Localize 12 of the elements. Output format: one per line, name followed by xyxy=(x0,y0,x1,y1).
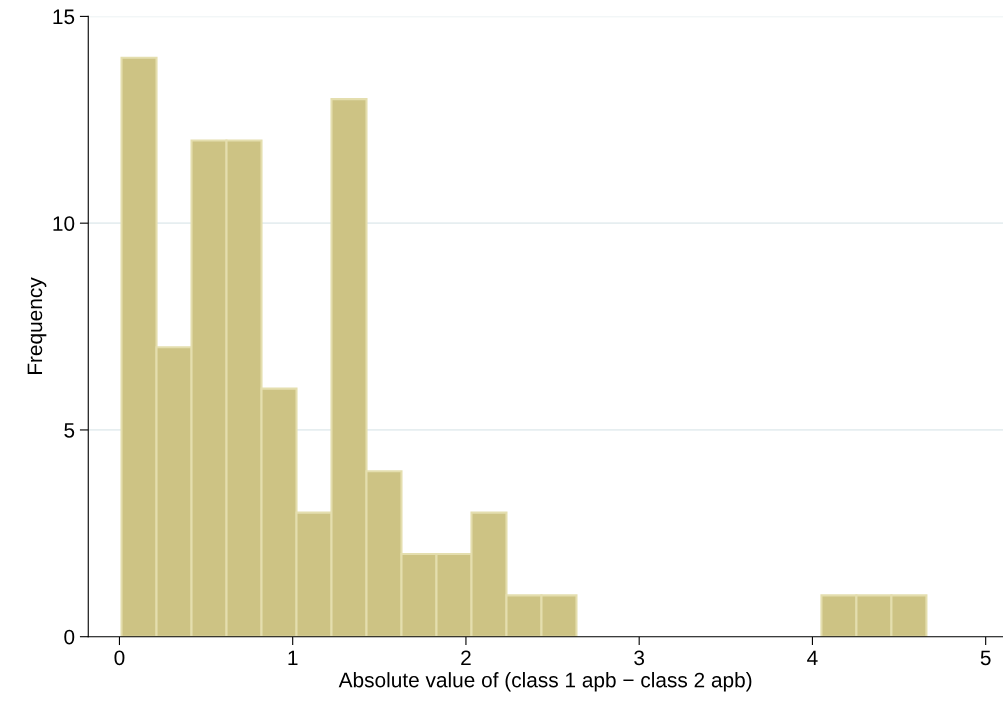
y-tick-label: 10 xyxy=(53,216,75,231)
y-tick-label: 15 xyxy=(53,9,75,25)
y-axis-title: Frequency xyxy=(27,277,47,375)
x-tick-label: 3 xyxy=(634,650,645,666)
y-tick-label: 5 xyxy=(64,423,75,438)
x-tick-label: 2 xyxy=(461,650,471,665)
x-tick-label: 4 xyxy=(807,650,818,665)
x-tick-label: 5 xyxy=(980,650,991,666)
y-tick-label: 0 xyxy=(64,629,75,645)
x-axis-title: Absolute value of (class 1 apb − class 2 apb) xyxy=(338,672,752,692)
x-tick-label: 0 xyxy=(114,650,125,666)
x-tick-label: 1 xyxy=(288,650,298,665)
